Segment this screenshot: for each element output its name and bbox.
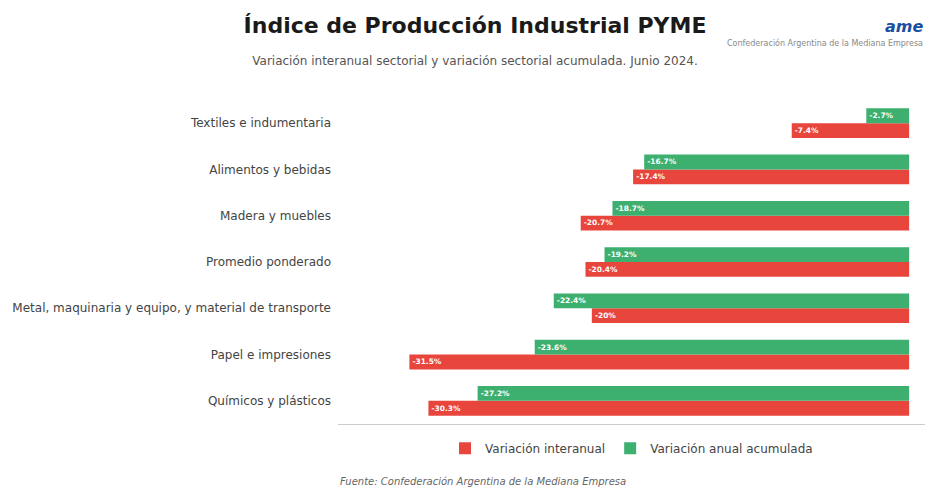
svg-text:Promedio ponderado: Promedio ponderado [206,255,331,269]
svg-text:Índice de Producción Industria: Índice de Producción Industrial PYME [244,13,707,38]
svg-text:-16.7%: -16.7% [647,157,676,166]
svg-text:-7.4%: -7.4% [795,126,819,135]
svg-text:-20.7%: -20.7% [584,218,613,227]
svg-text:-20.4%: -20.4% [589,265,618,274]
svg-text:-22.4%: -22.4% [557,296,586,305]
svg-text:Textiles e indumentaria: Textiles e indumentaria [190,116,331,130]
svg-text:-23.6%: -23.6% [538,343,567,352]
svg-text:Madera y muebles: Madera y muebles [220,209,331,223]
svg-text:Confederación Argentina de la: Confederación Argentina de la Mediana Em… [727,38,923,48]
svg-text:Variación anual acumulada: Variación anual acumulada [650,442,813,456]
svg-text:Papel e impresiones: Papel e impresiones [211,348,331,362]
svg-text:-20%: -20% [595,311,616,320]
svg-text:-19.2%: -19.2% [608,250,637,259]
svg-text:-17.4%: -17.4% [636,172,665,181]
svg-text:Variación interanual: Variación interanual [485,442,605,456]
svg-text:-27.2%: -27.2% [481,389,510,398]
svg-text:ame: ame [885,17,923,36]
svg-text:-30.3%: -30.3% [431,404,460,413]
svg-text:Químicos y plásticos: Químicos y plásticos [208,394,331,408]
svg-text:Alimentos y bebidas: Alimentos y bebidas [209,163,331,177]
svg-text:-31.5%: -31.5% [412,357,441,366]
svg-text:Metal, maquinaria y equipo, y: Metal, maquinaria y equipo, y material d… [12,301,331,315]
svg-text:-18.7%: -18.7% [615,204,644,213]
svg-text:Fuente: Confederación Argentin: Fuente: Confederación Argentina de la Me… [340,476,626,487]
svg-text:-2.7%: -2.7% [869,111,893,120]
svg-text:Variación interanual sectorial: Variación interanual sectorial y variaci… [252,54,698,68]
